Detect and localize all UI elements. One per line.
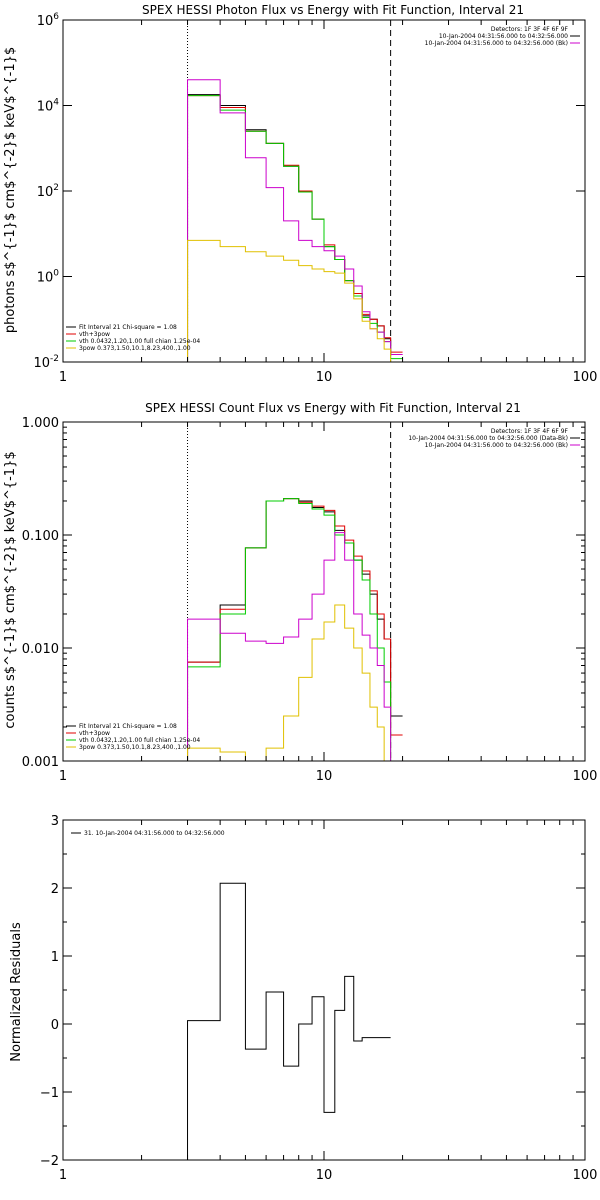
y-tick-label: 10-2 [33,354,59,371]
y-tick-label: 0 [51,1018,59,1033]
legend-topright-text: 10-Jan-2004 04:31:56.000 to 04:32:56.000… [408,435,568,442]
residuals-chart: Normalized Residuals 1 10 100 −2 −1 0 1 2 3 31. 1… [9,814,598,1183]
chart-title: SPEX HESSI Photon Flux vs Energy with Fi… [142,3,524,17]
series-group [187,882,391,1160]
plot-frame [62,19,586,363]
y-tick-label: 0.100 [22,529,59,544]
legend-topright-text: 10-Jan-2004 04:31:56.000 to 04:32:56.000… [425,40,568,47]
count-flux-chart: SPEX HESSI Count Flux vs Energy with Fit… [3,401,598,784]
x-tick-label: 100 [573,769,598,784]
series-group [187,79,403,362]
chart-title: SPEX HESSI Count Flux vs Energy with Fit… [145,401,521,415]
x-tick-label: 10 [316,1168,333,1183]
series-0-line [187,882,391,1160]
legend-bottomleft-text: vth+3pow [79,730,110,737]
y-axis-label: counts s$^{-1}$ cm$^{-2}$ keV$^{-1}$ [3,451,18,728]
y-axis-label: Normalized Residuals [9,922,24,1062]
y-tick-label: −1 [40,1086,59,1101]
x-tick-label: 100 [573,370,598,385]
legend-bottomleft-text: Fit Interval 21 Chi-square = 1.08 [79,324,177,331]
photon-flux-chart: SPEX HESSI Photon Flux vs Energy with Fi… [3,3,598,385]
legend-bottomleft-text: vth 0.0432,1.20,1.00 full chian 1.25e-04 [79,338,200,345]
x-tick-label: 1 [59,1168,67,1183]
legend-bottomleft-text: Fit Interval 21 Chi-square = 1.08 [79,723,177,730]
y-tick-exponent: 4 [53,98,59,108]
legend-topright-text: Detectors: 1F 3F 4F 6F 9F [491,26,569,33]
y-tick-exponent: -2 [50,354,59,364]
x-tick-label: 10 [316,769,333,784]
y-tick-label: 1 [51,950,59,965]
series-4-line [187,239,403,362]
legend-bottomleft-text: vth+3pow [79,331,110,338]
y-tick-label: 2 [51,882,59,897]
y-tick-label: 104 [37,98,60,115]
x-tick-label: 1 [59,370,67,385]
legend-topright-text: Detectors: 1F 3F 4F 6F 9F [491,428,569,435]
y-tick-exponent: 2 [53,183,59,193]
series-4-line [187,604,403,761]
x-tick-label: 100 [573,1168,598,1183]
x-tick-label: 10 [316,370,333,385]
x-tick-label: 1 [59,769,67,784]
y-tick-exponent: 6 [53,12,59,22]
legend-topleft-text: 31. 10-Jan-2004 04:31:56.000 to 04:32:56… [84,830,225,837]
y-tick-label: 3 [51,814,59,829]
y-axis-label: photons s$^{-1}$ cm$^{-2}$ keV$^{-1}$ [3,47,18,333]
y-tick-label: 0.001 [22,755,59,770]
series-group [187,498,403,761]
y-tick-label: 100 [37,269,60,286]
y-tick-exponent: 0 [53,269,59,279]
y-tick-label: 1.000 [22,416,59,431]
legend-bottomleft-text: 3pow 0.373,1.50,10.1,8.23,400.,1.00 [79,345,191,352]
y-tick-label: 106 [37,12,60,29]
y-tick-label: 0.010 [22,642,59,657]
series-3-line [187,532,403,761]
y-tick-label: 102 [37,183,59,200]
legend-topright-text: 10-Jan-2004 04:31:56.000 to 04:32:56.000 [439,33,568,40]
legend-bottomleft-text: vth 0.0432,1.20,1.00 full chian 1.25e-04 [79,737,200,744]
legend-bottomleft-text: 3pow 0.373,1.50,10.1,8.23,400.,1.00 [79,744,191,751]
legend-topright-text: 10-Jan-2004 04:31:56.000 to 04:32:56.000… [425,442,568,449]
series-2-line [187,498,403,761]
y-tick-label: −2 [40,1154,59,1169]
